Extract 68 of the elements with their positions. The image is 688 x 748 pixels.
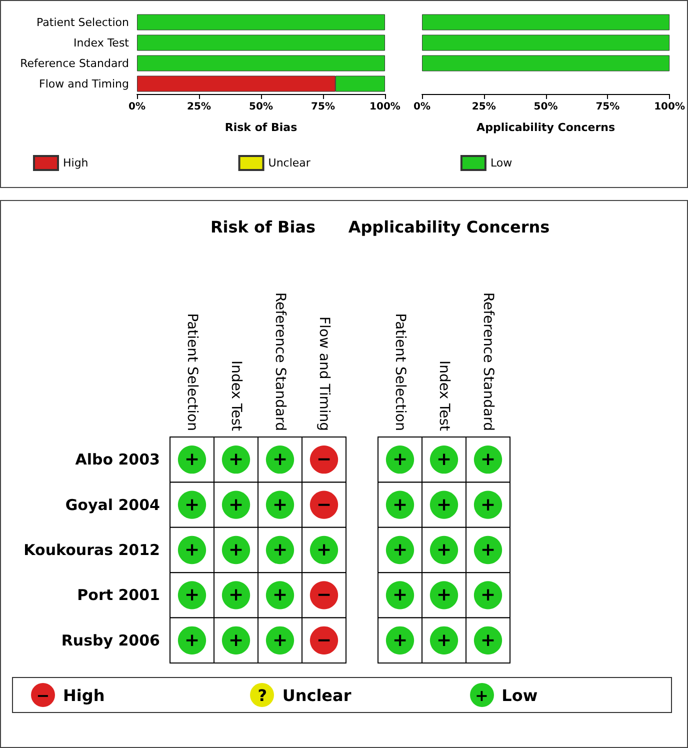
text: + xyxy=(392,630,408,651)
text: + xyxy=(392,494,408,516)
text: + xyxy=(228,540,244,560)
text: + xyxy=(184,540,200,560)
x-tick-label: Reference Standard xyxy=(272,292,288,431)
x-tick-label: 50% xyxy=(249,102,273,112)
text: + xyxy=(436,584,452,606)
text: + xyxy=(228,584,244,606)
y-tick-label: Reference Standard xyxy=(20,56,129,70)
text: + xyxy=(436,630,452,651)
y-tick-label: Index Test xyxy=(74,36,130,50)
text: + xyxy=(184,630,200,651)
text: − xyxy=(316,494,332,516)
text: + xyxy=(480,630,496,651)
x-axis-title: Risk of Bias xyxy=(224,121,298,134)
x-tick-label: 100% xyxy=(370,102,400,112)
text: + xyxy=(392,584,408,606)
text: + xyxy=(184,584,200,606)
x-tick-label: 0% xyxy=(128,102,146,112)
legend-label: High xyxy=(63,156,88,170)
text: + xyxy=(436,449,452,470)
chart-title: Applicability Concerns xyxy=(348,218,550,236)
text: + xyxy=(228,449,244,470)
y-tick-label: Goyal 2004 xyxy=(65,496,160,514)
text: + xyxy=(184,494,200,516)
y-tick-label: Port 2001 xyxy=(77,586,160,604)
y-tick-label: Koukouras 2012 xyxy=(24,541,160,559)
text: + xyxy=(436,494,452,516)
text: − xyxy=(316,449,332,470)
y-tick-label: Albo 2003 xyxy=(75,450,160,469)
y-tick-label: Patient Selection xyxy=(36,16,130,29)
chart-title: Risk of Bias xyxy=(210,218,316,236)
text: + xyxy=(480,494,496,516)
text: + xyxy=(480,540,496,560)
legend-label: Unclear xyxy=(268,156,311,170)
text: + xyxy=(272,449,288,470)
text: − xyxy=(316,584,332,606)
x-tick-label: Index Test xyxy=(436,360,452,432)
x-tick-label: 50% xyxy=(534,102,558,112)
x-tick-label: 0% xyxy=(414,102,430,112)
text: + xyxy=(272,584,288,606)
text: + xyxy=(316,540,332,560)
text: + xyxy=(272,494,288,516)
text: + xyxy=(272,540,288,560)
x-tick-label: Reference Standard xyxy=(480,292,496,431)
legend-label: Low xyxy=(490,156,512,170)
x-tick-label: Patient Selection xyxy=(392,313,408,431)
text: + xyxy=(228,494,244,516)
key-frame: − High ? Unclear + Low xyxy=(12,677,672,713)
x-tick-label: 25% xyxy=(187,102,211,112)
x-tick-label: Flow and Timing xyxy=(316,316,332,431)
x-tick-label: Index Test xyxy=(228,360,244,432)
text: − xyxy=(316,630,332,651)
x-tick-label: 75% xyxy=(596,102,620,112)
x-tick-label: 75% xyxy=(311,102,335,112)
x-tick-label: 25% xyxy=(472,102,496,112)
text: + xyxy=(392,449,408,470)
x-axis-title: Applicability Concerns xyxy=(476,121,616,134)
y-tick-label: Flow and Timing xyxy=(39,77,129,90)
text: + xyxy=(184,449,200,470)
text: + xyxy=(480,584,496,606)
text: + xyxy=(228,630,244,651)
y-tick-label: Rusby 2006 xyxy=(61,631,160,650)
text: + xyxy=(480,449,496,470)
x-tick-label: 100% xyxy=(654,102,686,112)
text: + xyxy=(436,540,452,560)
text: + xyxy=(272,630,288,651)
text: + xyxy=(392,540,408,560)
